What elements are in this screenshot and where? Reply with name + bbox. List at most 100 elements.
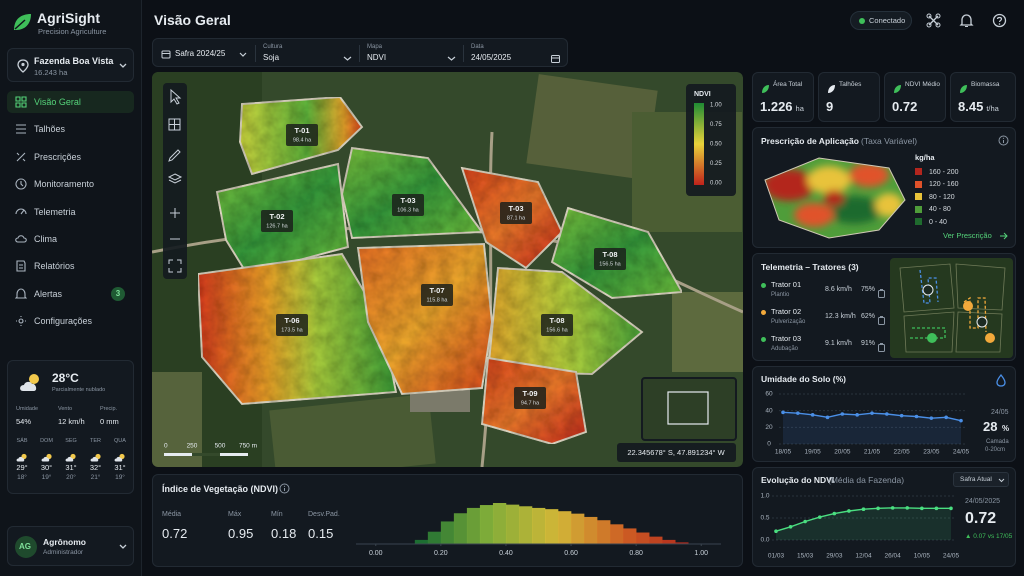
- nav-label: Monitoramento: [34, 179, 95, 190]
- field-id: T-08: [602, 250, 617, 259]
- drone-button[interactable]: [926, 13, 941, 28]
- user-initials: AG: [19, 542, 31, 551]
- stat-value: 0.15: [308, 526, 334, 541]
- field-map[interactable]: T-01 98.4 ha T-02 126.7 ha T-03 106.3 ha T-03 8…: [152, 72, 743, 467]
- farm-selector[interactable]: Fazenda Boa Vista 16.243 ha: [7, 48, 134, 82]
- soil-layer: 0-20cm: [985, 447, 1006, 453]
- tractor-status-dot: [761, 310, 766, 315]
- icon-path: [16, 124, 26, 134]
- nav-item[interactable]: Clima: [7, 228, 134, 250]
- forecast-low: 20°: [66, 474, 76, 481]
- field-area: 94.7 ha: [521, 400, 540, 406]
- nav-item[interactable]: Talhões: [7, 118, 134, 140]
- chevron: [343, 56, 352, 61]
- status-text: Conectado: [869, 16, 906, 25]
- histogram-bar: [610, 524, 624, 544]
- kpi-icon-svg: [828, 85, 835, 93]
- filter-selector[interactable]: Cultura Soja: [261, 42, 355, 65]
- field-area: 115.8 ha: [426, 297, 448, 303]
- nav-item[interactable]: Relatórios: [7, 255, 134, 277]
- nav-label: Configurações: [34, 316, 93, 327]
- kpi-label: Área Total: [773, 81, 803, 88]
- kpi-card: Talhões 9: [818, 72, 880, 122]
- nav-item[interactable]: Configurações: [7, 310, 134, 332]
- info-icon[interactable]: [998, 135, 1009, 146]
- weather-stat-value: 12 km/h: [58, 417, 85, 426]
- calendar-icon: [551, 55, 560, 63]
- weather-temp: 28°C: [52, 371, 79, 385]
- legend-label: 80 - 120: [929, 193, 955, 201]
- field-id: T-07: [429, 286, 444, 295]
- nav-item[interactable]: Prescrições: [7, 146, 134, 168]
- tool-fullscreen[interactable]: [168, 259, 182, 273]
- tool-select[interactable]: [170, 88, 182, 105]
- nav-item[interactable]: Alertas 3: [7, 283, 134, 305]
- filter-label: Data: [471, 44, 484, 50]
- line-point: [803, 519, 807, 524]
- avatar: [15, 536, 37, 558]
- nav-item[interactable]: Visão Geral: [7, 91, 134, 113]
- kpi-icon: [826, 81, 836, 93]
- panel-title: Umidade do Solo (%): [761, 374, 846, 384]
- drop-icon: [996, 374, 1006, 387]
- stat-label: Máx: [228, 511, 242, 518]
- season-selector[interactable]: Safra 2024/25: [159, 44, 251, 63]
- forecast-icon-svg: [90, 453, 101, 462]
- kpi-label: Biomassa: [971, 81, 1000, 88]
- tool-draw[interactable]: [168, 149, 181, 162]
- x-tick-label: 0.40: [499, 550, 513, 557]
- histogram-bar: [531, 507, 546, 544]
- nav-label: Relatórios: [34, 261, 75, 272]
- field-label-box: [421, 284, 453, 306]
- farmland: [526, 74, 658, 180]
- field-label-box: [541, 314, 573, 336]
- forecast-low: 19°: [41, 474, 52, 481]
- tool-layers[interactable]: [167, 173, 183, 184]
- help-button[interactable]: [992, 13, 1007, 28]
- notifications-button[interactable]: [959, 13, 974, 28]
- soil-chart: 0 20 40 60 18/05 19/05 20/05 21/05 22/05 23/05 24/…: [765, 391, 970, 456]
- chevron: [447, 56, 456, 61]
- panel-subtitle: (Média da Fazenda): [828, 475, 905, 485]
- nav-label: Telemetria: [34, 206, 76, 217]
- y-tick-label: 0.0: [760, 537, 769, 544]
- field-label-box: [500, 202, 532, 224]
- line-point: [944, 415, 948, 420]
- season-label: Safra 2024/25: [175, 49, 226, 58]
- view-prescription-button[interactable]: Ver Prescrição: [939, 229, 1009, 243]
- filter-selector[interactable]: Mapa NDVI: [365, 42, 459, 65]
- weather-card: 28°C Parcialmente nublado Umidade 54% Vent…: [7, 360, 134, 494]
- line-point: [855, 413, 859, 417]
- nav-item[interactable]: Telemetria: [7, 201, 134, 223]
- field-label-box: [392, 194, 424, 216]
- forecast-icon-svg: [114, 453, 125, 462]
- filter-selector[interactable]: Data 24/05/2025: [469, 42, 563, 65]
- trend-value: 0.72: [965, 510, 997, 527]
- filter-label: Mapa: [367, 44, 383, 50]
- kpi-value: 1.226: [760, 99, 793, 114]
- panel-title: Telemetria – Tratores (3): [761, 262, 859, 272]
- nav-icon: [16, 124, 26, 134]
- icon-path: [16, 260, 26, 272]
- field-label-box: [276, 314, 308, 336]
- info-icon[interactable]: [279, 483, 290, 494]
- x-tick-label: 29/03: [826, 553, 843, 560]
- map-canvas: T-01 98.4 ha T-02 126.7 ha T-03 106.3 ha T-03 8…: [152, 72, 743, 467]
- field-area: 87.1 ha: [507, 215, 526, 221]
- kpi-unit: t/ha: [986, 104, 999, 113]
- tool-grid[interactable]: [168, 118, 181, 131]
- dropdown-label: Safra Atual: [960, 476, 992, 483]
- legend-swatch: [915, 218, 922, 225]
- soil-panel: Umidade do Solo (%) 0 20 40 60 18/05 19/05 20/…: [752, 366, 1016, 462]
- telemetry-panel: Telemetria – Tratores (3) Trator 01 Plant…: [752, 253, 1016, 361]
- minimap[interactable]: [641, 377, 737, 441]
- kpi-icon-svg: [894, 85, 901, 93]
- histogram-bar: [597, 520, 611, 544]
- user-card[interactable]: AG Agrônomo Administrador: [7, 526, 134, 566]
- filter-bar: Safra 2024/25 Cultura Soja Mapa NDVI Data 24/…: [152, 38, 568, 67]
- nav-item[interactable]: Monitoramento: [7, 173, 134, 195]
- field-area: 126.7 ha: [266, 223, 288, 229]
- tool-zoom-in[interactable]: [170, 208, 180, 218]
- x-tick-label: 24/05: [953, 449, 970, 456]
- season-dropdown[interactable]: Safra Atual: [953, 472, 1009, 487]
